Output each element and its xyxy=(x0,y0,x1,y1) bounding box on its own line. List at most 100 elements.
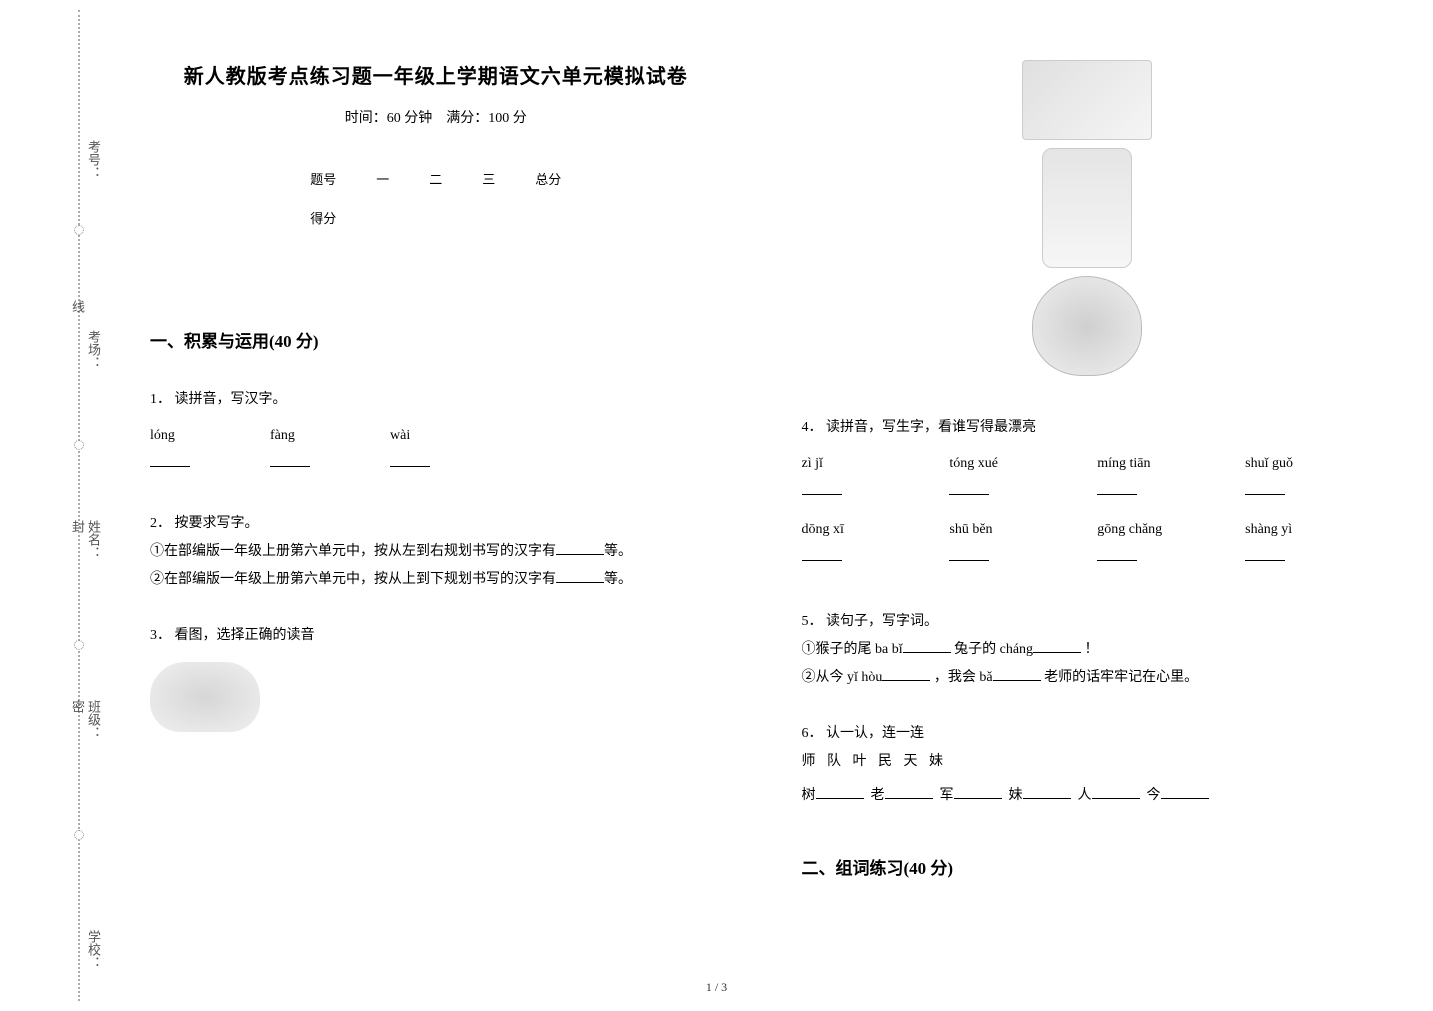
question-num: 2． xyxy=(150,516,171,531)
pinyin-item: fàng xyxy=(270,422,330,478)
text-post: 等。 xyxy=(604,544,632,559)
question-1: 1． 读拼音，写汉字。 lóng fàng wài xyxy=(150,386,722,482)
match-top-row: 师 队 叶 民 天 妹 xyxy=(802,748,1374,776)
pinyin-label: gōng chǎng xyxy=(1097,516,1225,544)
question-line: ②从今 yǐ hòu ，我会 bǎ 老师的话牢牢记在心里。 xyxy=(802,664,1374,692)
exam-subtitle: 时间：60 分钟 满分：100 分 xyxy=(150,107,722,127)
answer-blank xyxy=(1033,652,1081,653)
score-cell xyxy=(409,198,462,237)
match-label: 人 xyxy=(1078,788,1092,803)
answer-blank xyxy=(1097,547,1137,561)
pinyin-row: lóng fàng wài xyxy=(150,422,722,478)
text-pre: ①在部编版一年级上册第六单元中，按从左到右规划书写的汉字有 xyxy=(150,544,556,559)
pinyin-item: míng tiān xyxy=(1097,450,1225,506)
pinyin-item: shū běn xyxy=(949,516,1077,572)
answer-blank xyxy=(150,453,190,467)
match-label: 军 xyxy=(940,788,954,803)
question-num: 4． xyxy=(802,420,823,435)
pinyin-label: shàng yì xyxy=(1245,516,1373,544)
seal-char: 密 xyxy=(68,700,87,713)
text-part: ，我会 bǎ xyxy=(934,670,993,685)
pinyin-item: zì jǐ xyxy=(802,450,930,506)
section-2-heading: 二、组词练习(40 分) xyxy=(802,854,1374,879)
pinyin-label: fàng xyxy=(270,422,330,450)
text-post: 等。 xyxy=(604,572,632,587)
binding-label-school: 学校： xyxy=(84,930,103,969)
pinyin-label: dōng xī xyxy=(802,516,930,544)
answer-blank xyxy=(903,652,951,653)
pinyin-item: dōng xī xyxy=(802,516,930,572)
answer-blank xyxy=(556,582,604,583)
question-6: 6． 认一认，连一连 师 队 叶 民 天 妹 树 老 军 妹 人 今 xyxy=(802,720,1374,810)
binding-label-exam-id: 考号： xyxy=(84,140,103,179)
pinyin-label: zì jǐ xyxy=(802,450,930,478)
text-part: 兔子的 cháng xyxy=(954,642,1033,657)
answer-blank xyxy=(885,798,933,799)
score-cell xyxy=(462,198,515,237)
answer-blank xyxy=(949,547,989,561)
answer-blank xyxy=(1245,547,1285,561)
section-1-heading: 一、积累与运用(40 分) xyxy=(150,327,722,352)
pinyin-item: shàng yì xyxy=(1245,516,1373,572)
pinyin-item: gōng chǎng xyxy=(1097,516,1225,572)
binding-hole xyxy=(74,640,84,650)
score-row-label: 得分 xyxy=(290,198,356,237)
question-line: ②在部编版一年级上册第六单元中，按从上到下规划书写的汉字有等。 xyxy=(150,566,722,594)
text-part: ①猴子的尾 ba bǐ xyxy=(802,642,903,657)
question-line: ①猴子的尾 ba bǐ 兔子的 cháng ！ xyxy=(802,636,1374,664)
score-col: 总分 xyxy=(515,159,581,198)
question-text: 读句子，写字词。 xyxy=(826,614,938,629)
answer-blank xyxy=(816,798,864,799)
question-num: 1． xyxy=(150,392,171,407)
answer-blank xyxy=(1023,798,1071,799)
question-text: 认一认，连一连 xyxy=(826,726,924,741)
pinyin-label: shū běn xyxy=(949,516,1077,544)
question-2: 2． 按要求写字。 ①在部编版一年级上册第六单元中，按从左到右规划书写的汉字有等… xyxy=(150,510,722,594)
question-num: 3． xyxy=(150,628,171,643)
question-text: 读拼音，写汉字。 xyxy=(175,392,287,407)
image-area xyxy=(150,662,722,732)
question-line: ①在部编版一年级上册第六单元中，按从左到右规划书写的汉字有 等。 xyxy=(150,538,722,566)
match-label: 树 xyxy=(802,788,816,803)
question-4: 4． 读拼音，写生字，看谁写得最漂亮 zì jǐ tóng xué míng t… xyxy=(802,414,1374,580)
table-row: 题号 一 二 三 总分 xyxy=(290,159,581,198)
answer-blank xyxy=(802,481,842,495)
answer-blank xyxy=(270,453,310,467)
answer-blank xyxy=(802,547,842,561)
pinyin-item: lóng xyxy=(150,422,210,478)
score-cell xyxy=(356,198,409,237)
binding-hole xyxy=(74,225,84,235)
pinyin-label: lóng xyxy=(150,422,210,450)
question-3: 3． 看图，选择正确的读音 xyxy=(150,622,722,732)
score-col: 一 xyxy=(356,159,409,198)
match-bottom-row: 树 老 军 妹 人 今 xyxy=(802,782,1374,810)
binding-dotted-line xyxy=(78,10,80,1001)
answer-blank xyxy=(949,481,989,495)
answer-blank xyxy=(556,554,604,555)
seal-char: 线 xyxy=(68,300,87,313)
binding-edge: 考号： 考场： 姓名： 班级： 学校： 线 封 密 xyxy=(48,0,120,1011)
pinyin-grid: zì jǐ tóng xué míng tiān shuǐ guǒ dōng x… xyxy=(802,450,1374,572)
score-col: 二 xyxy=(409,159,462,198)
match-label: 老 xyxy=(871,788,885,803)
pinyin-item: tóng xué xyxy=(949,450,1077,506)
full-score-label: 满分：100 分 xyxy=(446,111,527,126)
pinyin-item: shuǐ guǒ xyxy=(1245,450,1373,506)
answer-blank xyxy=(1097,481,1137,495)
image-stack xyxy=(802,60,1374,376)
question-text: 按要求写字。 xyxy=(175,516,259,531)
text-part: ！ xyxy=(1085,642,1099,657)
page-number: 1 / 3 xyxy=(706,980,727,995)
answer-blank xyxy=(1092,798,1140,799)
time-label: 时间：60 分钟 xyxy=(345,111,433,126)
score-table: 题号 一 二 三 总分 得分 xyxy=(290,159,581,237)
table-row: 得分 xyxy=(290,198,581,237)
score-head-label: 题号 xyxy=(290,159,356,198)
pinyin-item: wài xyxy=(390,422,450,478)
apple-image xyxy=(1032,276,1142,376)
score-col: 三 xyxy=(462,159,515,198)
question-5: 5． 读句子，写字词。 ①猴子的尾 ba bǐ 兔子的 cháng ！ ②从今 … xyxy=(802,608,1374,692)
question-text: 读拼音，写生字，看谁写得最漂亮 xyxy=(826,420,1036,435)
answer-blank xyxy=(882,680,930,681)
answer-blank xyxy=(1245,481,1285,495)
